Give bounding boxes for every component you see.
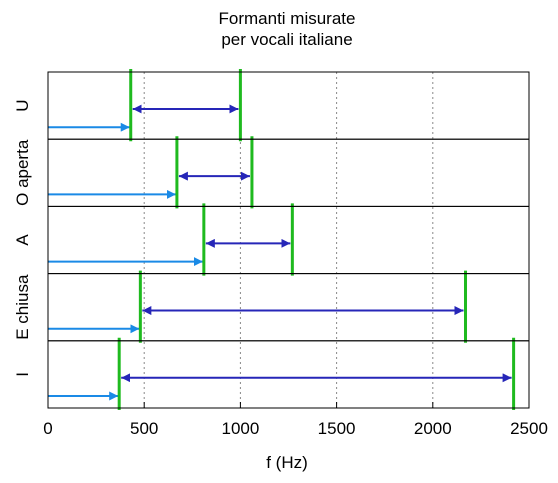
x-axis: 0 500 1000 1500 2000 2500	[43, 402, 548, 438]
x-tick-label: 2500	[510, 419, 548, 438]
vowel-row: E chiusa	[13, 270, 468, 343]
row-frame	[47, 205, 530, 275]
row-label: E chiusa	[13, 274, 32, 340]
row-label: I	[13, 372, 32, 377]
row-label: A	[13, 234, 32, 246]
vowel-row: U	[13, 69, 242, 142]
row-label: O aperta	[13, 139, 32, 206]
chart-title: Formanti misurate per vocali italiane	[219, 9, 356, 49]
row-frame	[47, 340, 530, 409]
x-tick-label: 1000	[221, 419, 259, 438]
vowel-rows: U O aperta A E chiusa I	[13, 69, 516, 410]
x-tick-label: 1500	[318, 419, 356, 438]
vowel-row: A	[13, 203, 294, 276]
vowel-row: O aperta	[13, 136, 254, 209]
vowel-row: I	[13, 337, 516, 410]
grid-lines	[143, 72, 434, 408]
x-tick-label: 0	[43, 419, 52, 438]
chart-title-line-2: per vocali italiane	[221, 30, 352, 49]
row-frame	[47, 273, 530, 342]
chart-title-line-1: Formanti misurate	[219, 9, 356, 28]
x-tick-label: 2000	[414, 419, 452, 438]
row-frame	[47, 138, 530, 207]
row-frame	[47, 71, 530, 140]
x-tick-label: 500	[130, 419, 158, 438]
x-axis-label: f (Hz)	[266, 453, 308, 472]
plot-frames	[47, 71, 530, 409]
row-label: U	[13, 99, 32, 111]
